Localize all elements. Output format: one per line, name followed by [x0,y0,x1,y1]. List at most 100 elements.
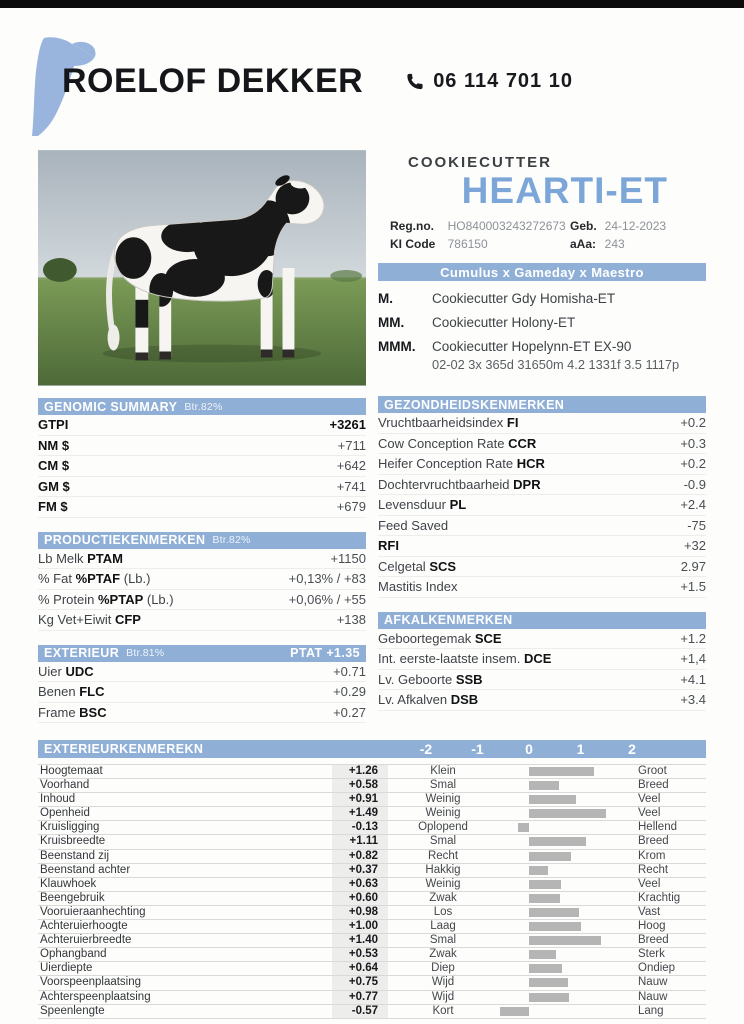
cow-photo-illustration [38,150,366,386]
stat-value: +3.4 [680,692,706,708]
stat-code: NM $ [38,437,70,453]
dam-name: Cookiecutter Gdy Homisha-ET [432,291,616,306]
trait-bar [529,922,581,932]
stat-row: Heifer Conception Rate HCR +0.2 [378,454,706,475]
section-header: PRODUCTIEKENMERKEN Btr.82% [38,531,366,549]
stat-value: +0.27 [333,704,366,720]
trait-value: +0.37 [332,863,388,877]
registration-block: Reg.no. HO840003243272673 KI Code 786150 Ge… [378,219,706,251]
section-header: GEZONDHEIDSKENMERKEN [378,396,706,413]
stat-row: % Fat %PTAF (Lb.) +0,13% / +83 [38,569,366,590]
trait-value: +1.49 [332,807,388,821]
stat-code: CCR [508,435,537,451]
stat-value: +1150 [330,550,366,566]
stat-label: Lv. Geboorte SSB [378,671,483,687]
chart-row: Kruisligging -0.13 Oplopend Hellend [38,821,706,836]
trait-low-label: Laag [430,920,456,933]
chart-row: Speenlengte -0.57 Kort Lang [38,1004,706,1019]
trait-name: Achteruierbreedte [40,934,132,947]
stat-row: CM $ +642 [38,456,366,477]
trait-value: +1.11 [332,835,388,849]
stat-code: GM $ [38,478,70,494]
trait-bar [499,1006,529,1016]
trait-high-label: Nauw [638,990,668,1003]
stat-value: +0,06% / +55 [288,591,366,607]
trait-low-label: Zwak [429,948,457,961]
stat-label: GM $ [38,479,70,494]
axis-tick-label: 2 [628,741,636,757]
trait-value: -0.57 [332,1004,388,1018]
phone-icon [407,73,423,90]
phone-block: 06 114 701 10 [405,70,573,93]
stat-code: PL [449,497,467,513]
trait-bar [529,950,557,960]
trait-low-label: Los [433,905,453,918]
trait-low-label: Oplopend [418,821,468,834]
stat-code: %PTAF [75,571,121,587]
stat-label: Feed Saved [378,517,449,533]
section-reliability: Btr.82% [212,534,251,546]
trait-name: Beengebruik [40,891,105,904]
chart-row: Achterspeenplaatsing +0.77 Wijd Nauw [38,990,706,1005]
trait-bar [529,893,560,903]
stat-code: DPR [513,476,541,492]
trait-bar [529,978,568,988]
trait-bar [529,879,562,889]
trait-high-label: Nauw [638,976,668,989]
trait-bar [518,823,529,833]
stat-label: RFI [378,538,399,553]
trait-value: +0.91 [332,793,388,807]
chart-rows: Hoogtemaat +1.26 Klein Groot Voorhand +0.58 Sm… [38,764,706,1019]
section-header: GENOMIC SUMMARY Btr.82% [38,398,366,415]
trait-bar [529,795,576,805]
chart-row: Vooruieraanhechting +0.98 Los Vast [38,905,706,921]
stat-row: % Protein %PTAP (Lb.) +0,06% / +55 [38,590,366,610]
stat-value: +0.2 [680,456,706,472]
trait-name: Voorhand [40,779,90,792]
stat-code: FM $ [38,499,68,515]
trait-low-label: Weinig [425,807,461,820]
trait-name: Kruisbreedte [40,835,106,848]
stat-row: Mastitis Index +1.5 [378,577,706,598]
section-afkalkenmerken: AFKALKENMERKEN Geboortegemak SCE +1.2 Int. … [378,611,706,711]
chart-row: Klauwhoek +0.63 Weinig Veel [38,877,706,892]
chart-row: Openheid +1.49 Weinig Veel [38,807,706,822]
stat-label: Dochtervruchtbaarheid DPR [378,476,541,492]
stat-value: -0.9 [683,476,706,492]
chart-row: Uierdiepte +0.64 Diep Ondiep [38,962,706,977]
animal-photo [38,150,366,386]
trait-high-label: Veel [638,793,661,806]
reg-value: 24-12-2023 [604,219,667,233]
stat-row: Vruchtbaarheidsindex FI +0.2 [378,413,706,434]
trait-low-label: Smal [429,835,457,848]
trait-bar [529,865,549,875]
chart-row: Achteruierhoogte +1.00 Laag Hoog [38,920,706,935]
stat-code: FLC [79,684,105,700]
axis-tick-label: 1 [576,741,585,757]
stat-value: +679 [336,499,366,515]
farm-name: ROELOF DEKKER [62,62,364,100]
header: ROELOF DEKKER 06 114 701 10 [0,0,744,136]
trait-bar [529,964,562,974]
axis-tick-label: -2 [419,741,433,757]
stat-row: Kg Vet+Eiwit CFP +138 [38,610,366,631]
axis-tick-label: -1 [471,741,484,757]
stat-value: 2.97 [680,558,706,574]
chart-row: Voorhand +0.58 Smal Breed [38,779,706,794]
trait-value: +1.40 [332,934,388,948]
trait-name: Klauwhoek [40,877,97,890]
dam-row: MM. Cookiecutter Holony-ET [378,315,706,330]
trait-name: Ophangband [40,948,107,961]
section-header-value: PTAT +1.35 [290,646,360,660]
right-column: COOKIECUTTER HEARTI-ET Reg.no. HO84000324… [378,150,706,723]
reg-value: HO840003243272673 [447,219,566,233]
trait-name: Speenlengte [40,1004,105,1017]
reg-label: KI Code [390,237,436,251]
section-title: AFKALKENMERKEN [384,613,513,627]
reg-label: Reg.no. [390,219,434,233]
stat-label: GTPI [38,417,68,432]
stat-code: CM $ [38,458,70,474]
stat-code: DCE [523,651,552,667]
trait-high-label: Hellend [638,821,677,834]
trait-low-label: Recht [427,849,459,862]
